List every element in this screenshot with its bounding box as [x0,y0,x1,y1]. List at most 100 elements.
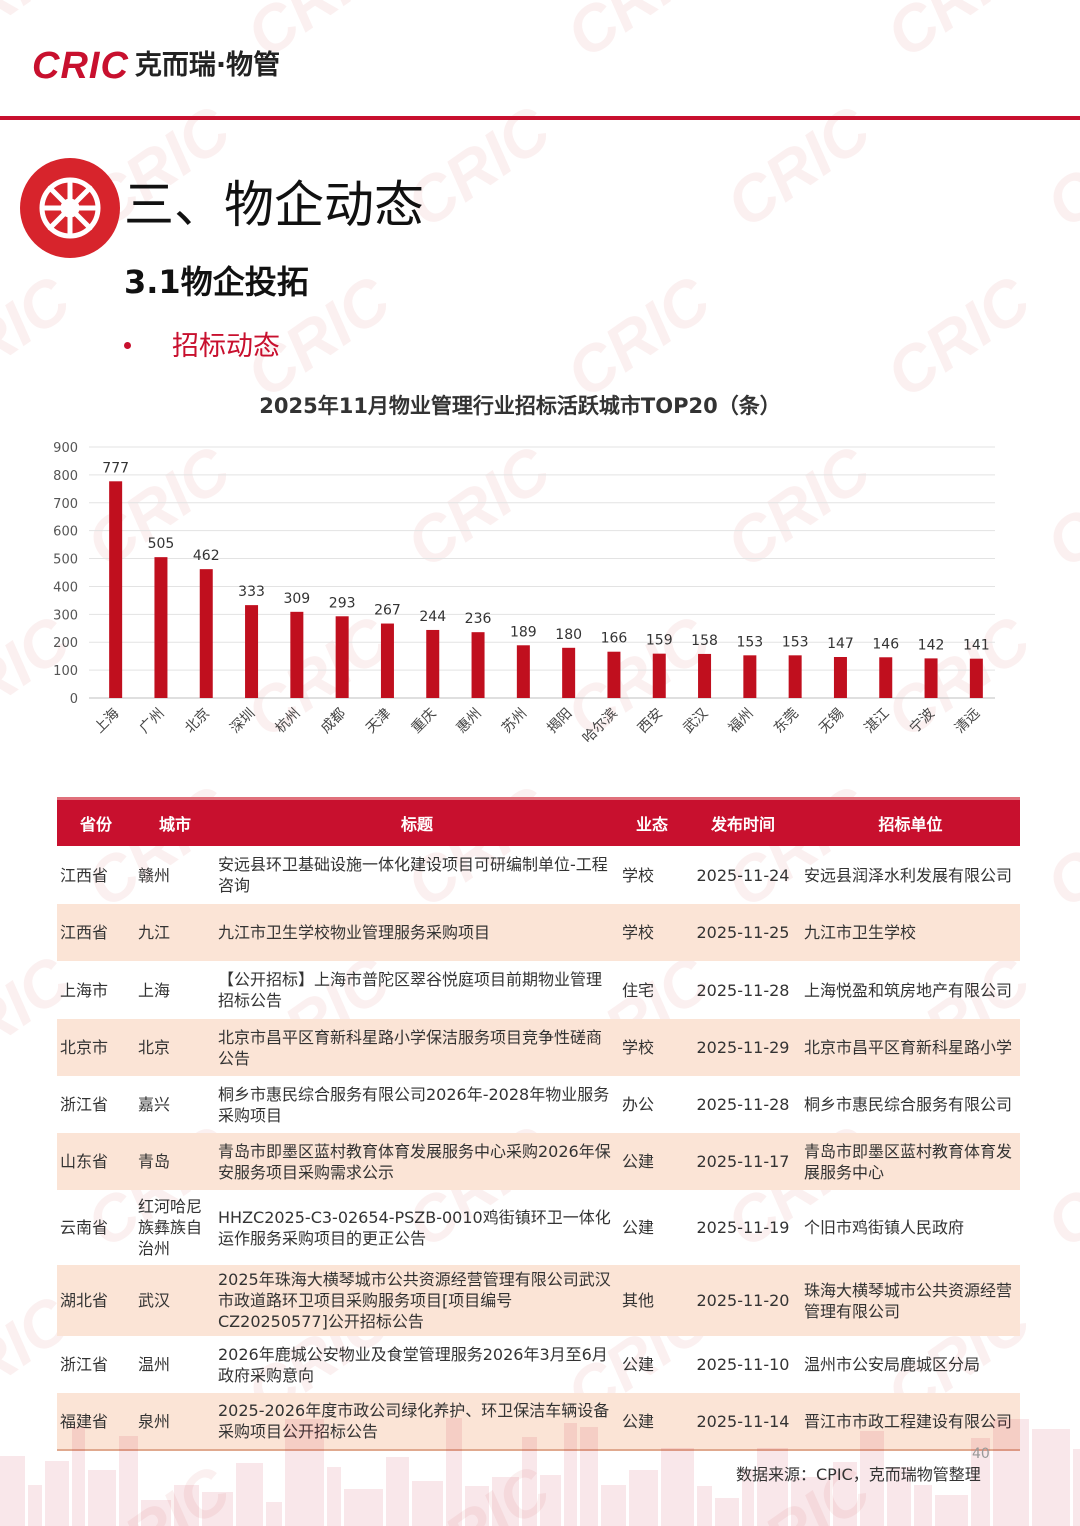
bar-chart: 0 100 200 300 400 500 600 700 800 900 777 505 462 33… [53,441,995,747]
header-org: 招标单位 [801,797,1020,846]
skyline-building [971,1438,990,1526]
skyline-building [327,1467,341,1526]
cell-title: 2026年鹿城公安物业及食堂管理服务2026年3月至6月政府采购意向 [218,1344,608,1385]
cell-date: 2025-11-20 [685,1265,801,1336]
cell-province: 浙江省 [60,1355,109,1374]
table-row: 江西省 九江 九江市卫生学校物业管理服务采购项目 学校 2025-11-25 九江市卫生学… [57,904,1020,961]
y-tick-label: 0 [70,692,78,707]
data-labels: 777 505 462 333 309 293 267 244 236 189 180 166 159 1… [102,460,989,653]
data-label: 309 [283,591,310,607]
cell-province: 江西省 [60,865,109,885]
cell-province: 福建省 [57,1393,135,1451]
bar-苏州 [516,645,530,698]
cell-org: 桐乡市惠民综合服务有限公司 [804,1095,1013,1114]
chart-title: 2025年11月物业管理行业招标活跃城市TOP20（条） [259,394,781,418]
table-row: 江西省 赣州 安远县环卫基础设施一体化建设项目可研编制单位-工程咨询 学校 2025-1… [57,846,1020,904]
chart-gridlines [89,446,995,699]
watermark-mark: CRIC [1033,1112,1080,1262]
table-row: 北京市 北京 北京市昌平区育新科星路小学保洁服务项目竞争性磋商公告 学校 2025-11… [57,1019,1020,1076]
watermark-mark: CRIC [713,92,883,242]
x-tick-label: 无锡 [816,706,847,737]
skyline-building [465,1486,489,1526]
bar-无锡 [833,657,847,698]
skyline-building [236,1463,263,1526]
skyline-building [564,1423,577,1526]
bar-湛江 [879,657,893,698]
cell-org: 珠海大横琴城市公共资源经营管理有限公司 [801,1265,1020,1336]
skyline-building [141,1500,171,1526]
cell-type: 其他 [619,1265,685,1336]
cell-province: 云南省 [60,1218,109,1237]
bar-深圳 [245,605,259,698]
cell-title: 青岛市即墨区蓝村教育体育发展服务中心采购2026年保安服务项目采购需求公示 [215,1133,619,1190]
x-tick-label: 西安 [635,706,666,737]
tender-table: 省份 城市 标题 业态 发布时间 招标单位 江西省 赣州 安远县环卫基础设施一体化建… [57,797,1020,1451]
x-tick-label: 宁波 [906,705,938,737]
data-label: 146 [872,636,899,652]
skyline-building [88,1470,116,1526]
bar-北京 [199,569,213,698]
bar-上海 [109,481,123,698]
skyline-building [1073,1449,1080,1526]
skyline-building [446,1418,462,1526]
cell-type: 学校 [622,865,655,885]
cell-type: 学校 [619,904,685,961]
data-label: 244 [419,609,446,625]
cell-city: 温州 [138,1355,171,1374]
cell-org: 九江市卫生学校 [801,904,1020,961]
y-axis-ticks: 0 100 200 300 400 500 600 700 800 900 [53,441,78,707]
cell-type: 学校 [619,1019,685,1076]
skyline-building [266,1502,282,1526]
skyline-building [887,1467,911,1526]
cell-city: 青岛 [135,1133,215,1190]
x-tick-label: 成都 [318,706,349,737]
cell-type: 住宅 [622,980,655,1000]
cell-date: 2025-11-28 [696,1095,790,1114]
cell-org: 温州市公安局鹿城区分局 [804,1355,981,1374]
skyline-building [914,1485,932,1526]
cell-title: 九江市卫生学校物业管理服务采购项目 [215,904,619,961]
cell-org: 个旧市鸡街镇人民政府 [804,1218,965,1237]
watermark-mark: CRIC [1033,92,1080,242]
bar-成都 [335,616,349,698]
table-row: 湖北省 武汉 2025年珠海大横琴城市公共资源经营管理有限公司武汉市政道路环卫项目采… [57,1265,1020,1336]
y-tick-label: 200 [53,636,78,651]
cell-date: 2025-11-14 [685,1393,801,1451]
skyline-building [993,1419,1029,1526]
cell-province: 江西省 [57,904,135,961]
data-label: 158 [691,633,718,649]
cell-date: 2025-11-19 [696,1218,790,1237]
bar-杭州 [290,611,304,698]
skyline-building [72,1427,85,1526]
skyline-building [412,1481,443,1526]
x-tick-label: 杭州 [273,706,304,737]
data-label: 236 [465,611,492,627]
table-row: 山东省 青岛 青岛市即墨区蓝村教育体育发展服务中心采购2026年保安服务项目采购需求… [57,1133,1020,1190]
header-city: 城市 [135,797,215,846]
header-province: 省份 [57,797,135,846]
watermark-mark: CRIC [1033,772,1080,922]
cell-title: 2025-2026年度市政公司绿化养护、环卫保洁车辆设备采购项目公开招标公告 [215,1393,619,1451]
cell-type: 公建 [619,1133,685,1190]
bullet-label: 招标动态 [172,331,280,362]
data-label: 333 [238,584,265,600]
bar-西安 [652,653,666,698]
bar-广州 [154,557,168,698]
skyline-building [715,1498,739,1526]
logo-latin: CRIC [32,45,129,87]
skyline-building [540,1475,561,1526]
x-tick-label: 惠州 [454,706,485,737]
data-label: 267 [374,603,401,619]
data-label: 189 [510,624,537,640]
x-tick-label: 上海 [91,706,122,737]
x-tick-label: 哈尔滨 [580,706,621,747]
watermark-mark: CRIC [553,0,724,72]
cell-org: 北京市昌平区育新科星路小学 [801,1019,1020,1076]
skyline-building [28,1485,42,1526]
section-wheel-icon [20,158,120,258]
cell-city: 泉州 [135,1393,215,1451]
data-label: 153 [782,634,809,650]
data-label: 159 [646,633,673,649]
skyline-building [174,1485,199,1526]
skyline-building [344,1489,383,1526]
